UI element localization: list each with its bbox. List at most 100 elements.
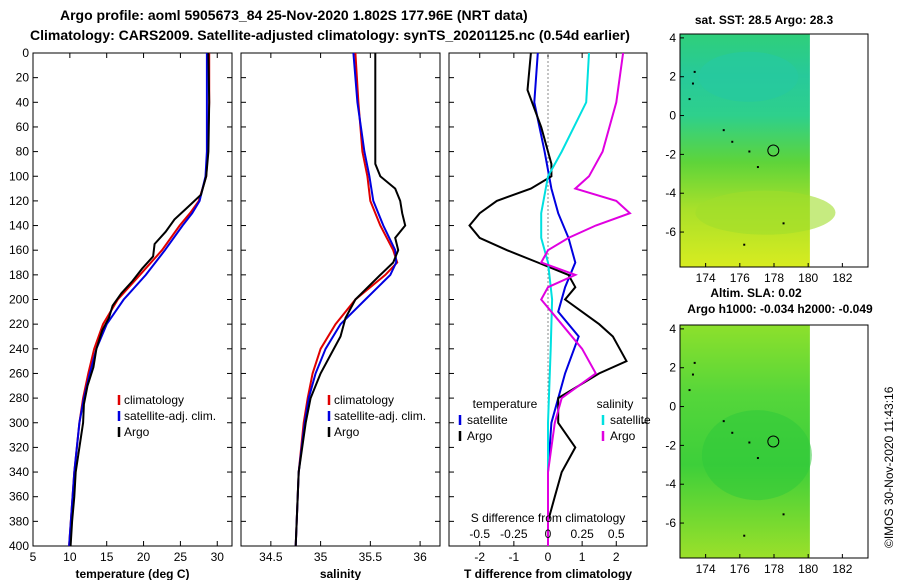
legend-label: climatology <box>334 393 394 407</box>
island <box>691 82 694 85</box>
x-tick-label: 30 <box>211 550 225 564</box>
x-tick-label: 180 <box>798 271 818 285</box>
x-tick-label: 174 <box>696 271 716 285</box>
island <box>756 166 759 169</box>
y-tick-label: -6 <box>665 225 676 239</box>
y-tick-label: 0 <box>669 109 676 123</box>
y-tick-label: 0 <box>22 46 29 60</box>
y-tick-label: 4 <box>669 31 676 45</box>
y-tick-label: 220 <box>9 317 29 331</box>
x-tick-label: 176 <box>730 271 750 285</box>
x-tick-label: 2 <box>613 550 620 564</box>
x-tick-label: 36 <box>413 550 427 564</box>
series-line-t-satellite <box>533 52 580 546</box>
legend-label: satellite-adj. clim. <box>124 409 216 423</box>
map-title: Altim. SLA: 0.02 <box>710 286 802 300</box>
x-tick-label: 178 <box>764 271 784 285</box>
argo-location-marker <box>767 435 780 448</box>
legend-label: Argo <box>334 425 360 439</box>
x-axis-label: temperature (deg C) <box>75 567 189 580</box>
x-tick-label: 174 <box>696 562 716 576</box>
y-tick-label: 260 <box>9 366 29 380</box>
y-tick-label: -2 <box>665 438 676 452</box>
x-axis-label: salinity <box>320 567 362 580</box>
legend-label: Argo <box>610 429 636 443</box>
difference-profile-chart: -2 -1 0 1 2 T difference from climatology temp… <box>448 52 651 580</box>
y-tick-label: 20 <box>16 71 30 85</box>
top-tick-label: 0.25 <box>570 527 594 541</box>
y-tick-label: 4 <box>669 322 676 336</box>
y-tick-label: -4 <box>665 186 676 200</box>
x-tick-label: 5 <box>30 550 37 564</box>
x-tick-label: 15 <box>100 550 114 564</box>
x-tick-label: 35 <box>314 550 328 564</box>
island <box>691 373 694 376</box>
series-line-s-argo <box>539 52 632 546</box>
x-tick-label: -1 <box>509 550 520 564</box>
y-tick-label: 2 <box>669 361 676 375</box>
y-tick-label: 80 <box>16 145 30 159</box>
legend-label: Argo <box>467 429 493 443</box>
y-tick-label: 100 <box>9 169 29 183</box>
legend-label: satellite-adj. clim. <box>334 409 426 423</box>
plot-frame <box>240 52 441 547</box>
x-tick-label: 34.5 <box>259 550 283 564</box>
island <box>731 140 734 143</box>
y-tick-label: -2 <box>665 147 676 161</box>
title-line-2: Climatology: CARS2009. Satellite-adjuste… <box>30 27 630 43</box>
y-tick-label: 400 <box>9 539 29 553</box>
legend-title-temperature: temperature <box>473 397 538 411</box>
top-tick-label: -0.5 <box>469 527 490 541</box>
island <box>722 129 725 132</box>
imos-watermark: ©IMOS 30-Nov-2020 11:43:16 <box>882 386 896 548</box>
y-tick-label: -6 <box>665 516 676 530</box>
series-line-s-satellite <box>540 52 590 546</box>
y-tick-label: -4 <box>665 477 676 491</box>
island <box>782 513 785 516</box>
temperature-profile-chart: 5 10 15 20 25 3002040608010012014016018020022… <box>9 46 233 580</box>
top-tick-label: -0.25 <box>500 527 528 541</box>
island <box>722 420 725 423</box>
x-tick-label: -2 <box>474 550 485 564</box>
y-tick-label: 60 <box>16 120 30 134</box>
x-tick-label: 25 <box>174 550 188 564</box>
top-axis-label: S difference from climatology <box>471 511 626 525</box>
y-tick-label: 240 <box>9 342 29 356</box>
island <box>748 150 751 153</box>
sst-map: 174 176 178 180 182 4 2 0 -2 -4 -6 sat. SST: 28.5 A… <box>665 13 869 285</box>
island <box>731 431 734 434</box>
top-tick-label: 0.5 <box>608 527 625 541</box>
field-patch <box>695 190 836 235</box>
y-tick-label: 160 <box>9 243 29 257</box>
island <box>743 534 746 537</box>
argo-location-marker <box>767 144 780 157</box>
map-title: sat. SST: 28.5 Argo: 28.3 <box>695 13 834 27</box>
y-tick-label: 140 <box>9 219 29 233</box>
legend-label: climatology <box>124 393 184 407</box>
x-tick-label: 178 <box>764 562 784 576</box>
y-tick-label: 380 <box>9 514 29 528</box>
y-tick-label: 200 <box>9 293 29 307</box>
legend-label: satellite <box>610 413 651 427</box>
y-tick-label: 340 <box>9 465 29 479</box>
sla-low-patch <box>701 410 812 501</box>
island <box>693 361 696 364</box>
island <box>743 243 746 246</box>
sla-map: 174 176 178 180 182 4 2 0 -2 -4 -6 Altim. SLA: 0.02… <box>665 286 873 576</box>
x-tick-label: 20 <box>137 550 151 564</box>
x-tick-label: 180 <box>798 562 818 576</box>
salinity-profile-chart: 34.5 35 35.5 36 salinity climatology satellite… <box>240 52 441 580</box>
legend-title-salinity: salinity <box>597 397 634 411</box>
y-tick-label: 2 <box>669 70 676 84</box>
map-subtitle: Argo h1000: -0.034 h2000: -0.049 <box>687 302 873 316</box>
island <box>748 441 751 444</box>
plot-frame <box>32 52 233 547</box>
y-tick-label: 0 <box>669 400 676 414</box>
x-tick-label: 35.5 <box>359 550 383 564</box>
x-tick-label: 182 <box>832 271 852 285</box>
series-line-t-argo <box>468 52 628 546</box>
y-tick-label: 360 <box>9 490 29 504</box>
series-line-satellite-adj-clim- <box>294 52 398 547</box>
legend-label: Argo <box>124 425 150 439</box>
